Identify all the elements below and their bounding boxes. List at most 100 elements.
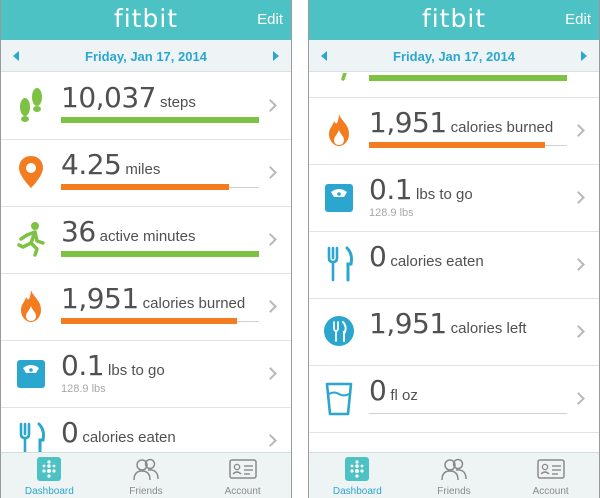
stat-subtext: 128.9 lbs (61, 383, 106, 395)
edit-button[interactable]: Edit (565, 11, 591, 28)
app-logo: fitbit (421, 4, 487, 33)
dashboard-icon (35, 457, 63, 481)
app-header: fitbit Edit (1, 0, 291, 40)
stat-unit: fl oz (390, 387, 418, 404)
stat-unit: lbs to go (416, 186, 473, 203)
chevron-right-icon[interactable] (264, 233, 277, 246)
tab-label: Friends (437, 486, 471, 497)
tab-label: Dashboard (332, 486, 382, 497)
current-date[interactable]: Friday, Jan 17, 2014 (85, 49, 207, 64)
stat-value: 0 (61, 416, 79, 449)
tab-friends[interactable]: Friends (98, 453, 195, 498)
stat-row[interactable]: 0 calories eaten (309, 232, 599, 299)
tab-bar: Dashboard Friends Account (1, 452, 291, 498)
edit-button[interactable]: Edit (257, 11, 283, 28)
stat-text: 0 calories eaten (61, 416, 176, 449)
stat-value: 0 (369, 240, 387, 273)
stat-row[interactable]: 0.1 lbs to go 128.9 lbs (309, 165, 599, 232)
stat-unit: steps (159, 94, 196, 111)
tab-dashboard[interactable]: Dashboard (1, 453, 98, 498)
stat-row[interactable]: 1,951 calories burned (309, 98, 599, 165)
chevron-right-icon[interactable] (572, 124, 585, 137)
progress-track (61, 117, 259, 123)
chevron-right-icon[interactable] (572, 258, 585, 271)
stat-unit: calories eaten (390, 253, 484, 270)
progress-bar-fill (61, 184, 230, 190)
next-day-icon[interactable] (581, 51, 587, 61)
progress-track (369, 413, 567, 414)
stat-text: 1,951 calories burned (369, 106, 553, 139)
stat-row[interactable]: 0.1 lbs to go 128.9 lbs (1, 341, 291, 408)
stat-value: 1,951 (61, 282, 139, 315)
tab-account[interactable]: Account (194, 453, 291, 498)
flame-icon (323, 112, 355, 148)
chevron-right-icon[interactable] (264, 99, 277, 112)
friends-icon (440, 457, 468, 481)
stat-value: 0 (369, 374, 387, 407)
running-person-icon (15, 221, 47, 257)
chevron-right-icon[interactable] (572, 392, 585, 405)
stat-unit: lbs to go (108, 362, 165, 379)
progress-bar-fill (61, 251, 259, 257)
stat-value: 1,951 (369, 307, 447, 340)
tab-label: Friends (129, 486, 163, 497)
tab-account[interactable]: Account (502, 453, 599, 498)
stat-text: 0 calories eaten (369, 240, 484, 273)
stat-text: 0.1 lbs to go (369, 173, 473, 206)
scale-icon (15, 355, 47, 391)
stat-value: 0.1 (369, 173, 413, 206)
account-card-icon (536, 457, 565, 481)
running-person-icon (323, 73, 355, 81)
fork-knife-icon (15, 422, 47, 452)
progress-track (369, 142, 567, 148)
stat-row[interactable]: 1,951 calories left (309, 299, 599, 366)
stats-list[interactable]: 10,037 steps 4.25 miles 36 active minutes 1,95… (1, 73, 291, 452)
next-day-icon[interactable] (273, 51, 279, 61)
chevron-right-icon[interactable] (264, 367, 277, 380)
progress-bar-fill (61, 318, 238, 324)
app-logo: fitbit (113, 4, 179, 33)
current-date[interactable]: Friday, Jan 17, 2014 (393, 49, 515, 64)
stat-unit: calories left (450, 320, 527, 337)
tab-label: Account (532, 486, 569, 497)
stat-row[interactable]: 10,037 steps (1, 73, 291, 140)
stat-text: 0 fl oz (369, 374, 418, 407)
progress-track (61, 318, 259, 324)
chevron-right-icon[interactable] (264, 434, 277, 447)
date-navigator: Friday, Jan 17, 2014 (309, 40, 599, 72)
stat-row[interactable]: 1,951 calories burned (1, 274, 291, 341)
stat-text: 1,951 calories left (369, 307, 527, 340)
water-glass-icon (323, 380, 355, 416)
previous-day-icon[interactable] (13, 51, 19, 61)
chevron-right-icon[interactable] (264, 300, 277, 313)
stat-value: 10,037 (61, 81, 156, 114)
chevron-right-icon[interactable] (572, 191, 585, 204)
tab-dashboard[interactable]: Dashboard (309, 453, 406, 498)
previous-day-icon[interactable] (321, 51, 327, 61)
progress-track (61, 184, 259, 190)
progress-track (369, 75, 567, 81)
friends-icon (132, 457, 160, 481)
progress-track (61, 251, 259, 257)
stat-text: 1,951 calories burned (61, 282, 245, 315)
fork-knife-icon (323, 246, 355, 282)
stat-value: 4.25 (61, 148, 122, 181)
stat-unit: miles (125, 161, 161, 178)
chevron-right-icon[interactable] (572, 325, 585, 338)
stat-text: 0.1 lbs to go (61, 349, 165, 382)
stat-unit: calories burned (450, 119, 554, 136)
progress-bar-fill (369, 142, 546, 148)
dashboard-icon (343, 457, 371, 481)
tab-friends[interactable]: Friends (406, 453, 503, 498)
stat-row[interactable]: 0 calories eaten (1, 408, 291, 452)
stat-row[interactable]: 4.25 miles (1, 140, 291, 207)
flame-icon (15, 288, 47, 324)
stat-unit: calories burned (142, 295, 246, 312)
stat-value: 1,951 (369, 106, 447, 139)
stat-row[interactable]: 0 fl oz (309, 366, 599, 433)
chevron-right-icon[interactable] (264, 166, 277, 179)
stat-text: 4.25 miles (61, 148, 160, 181)
